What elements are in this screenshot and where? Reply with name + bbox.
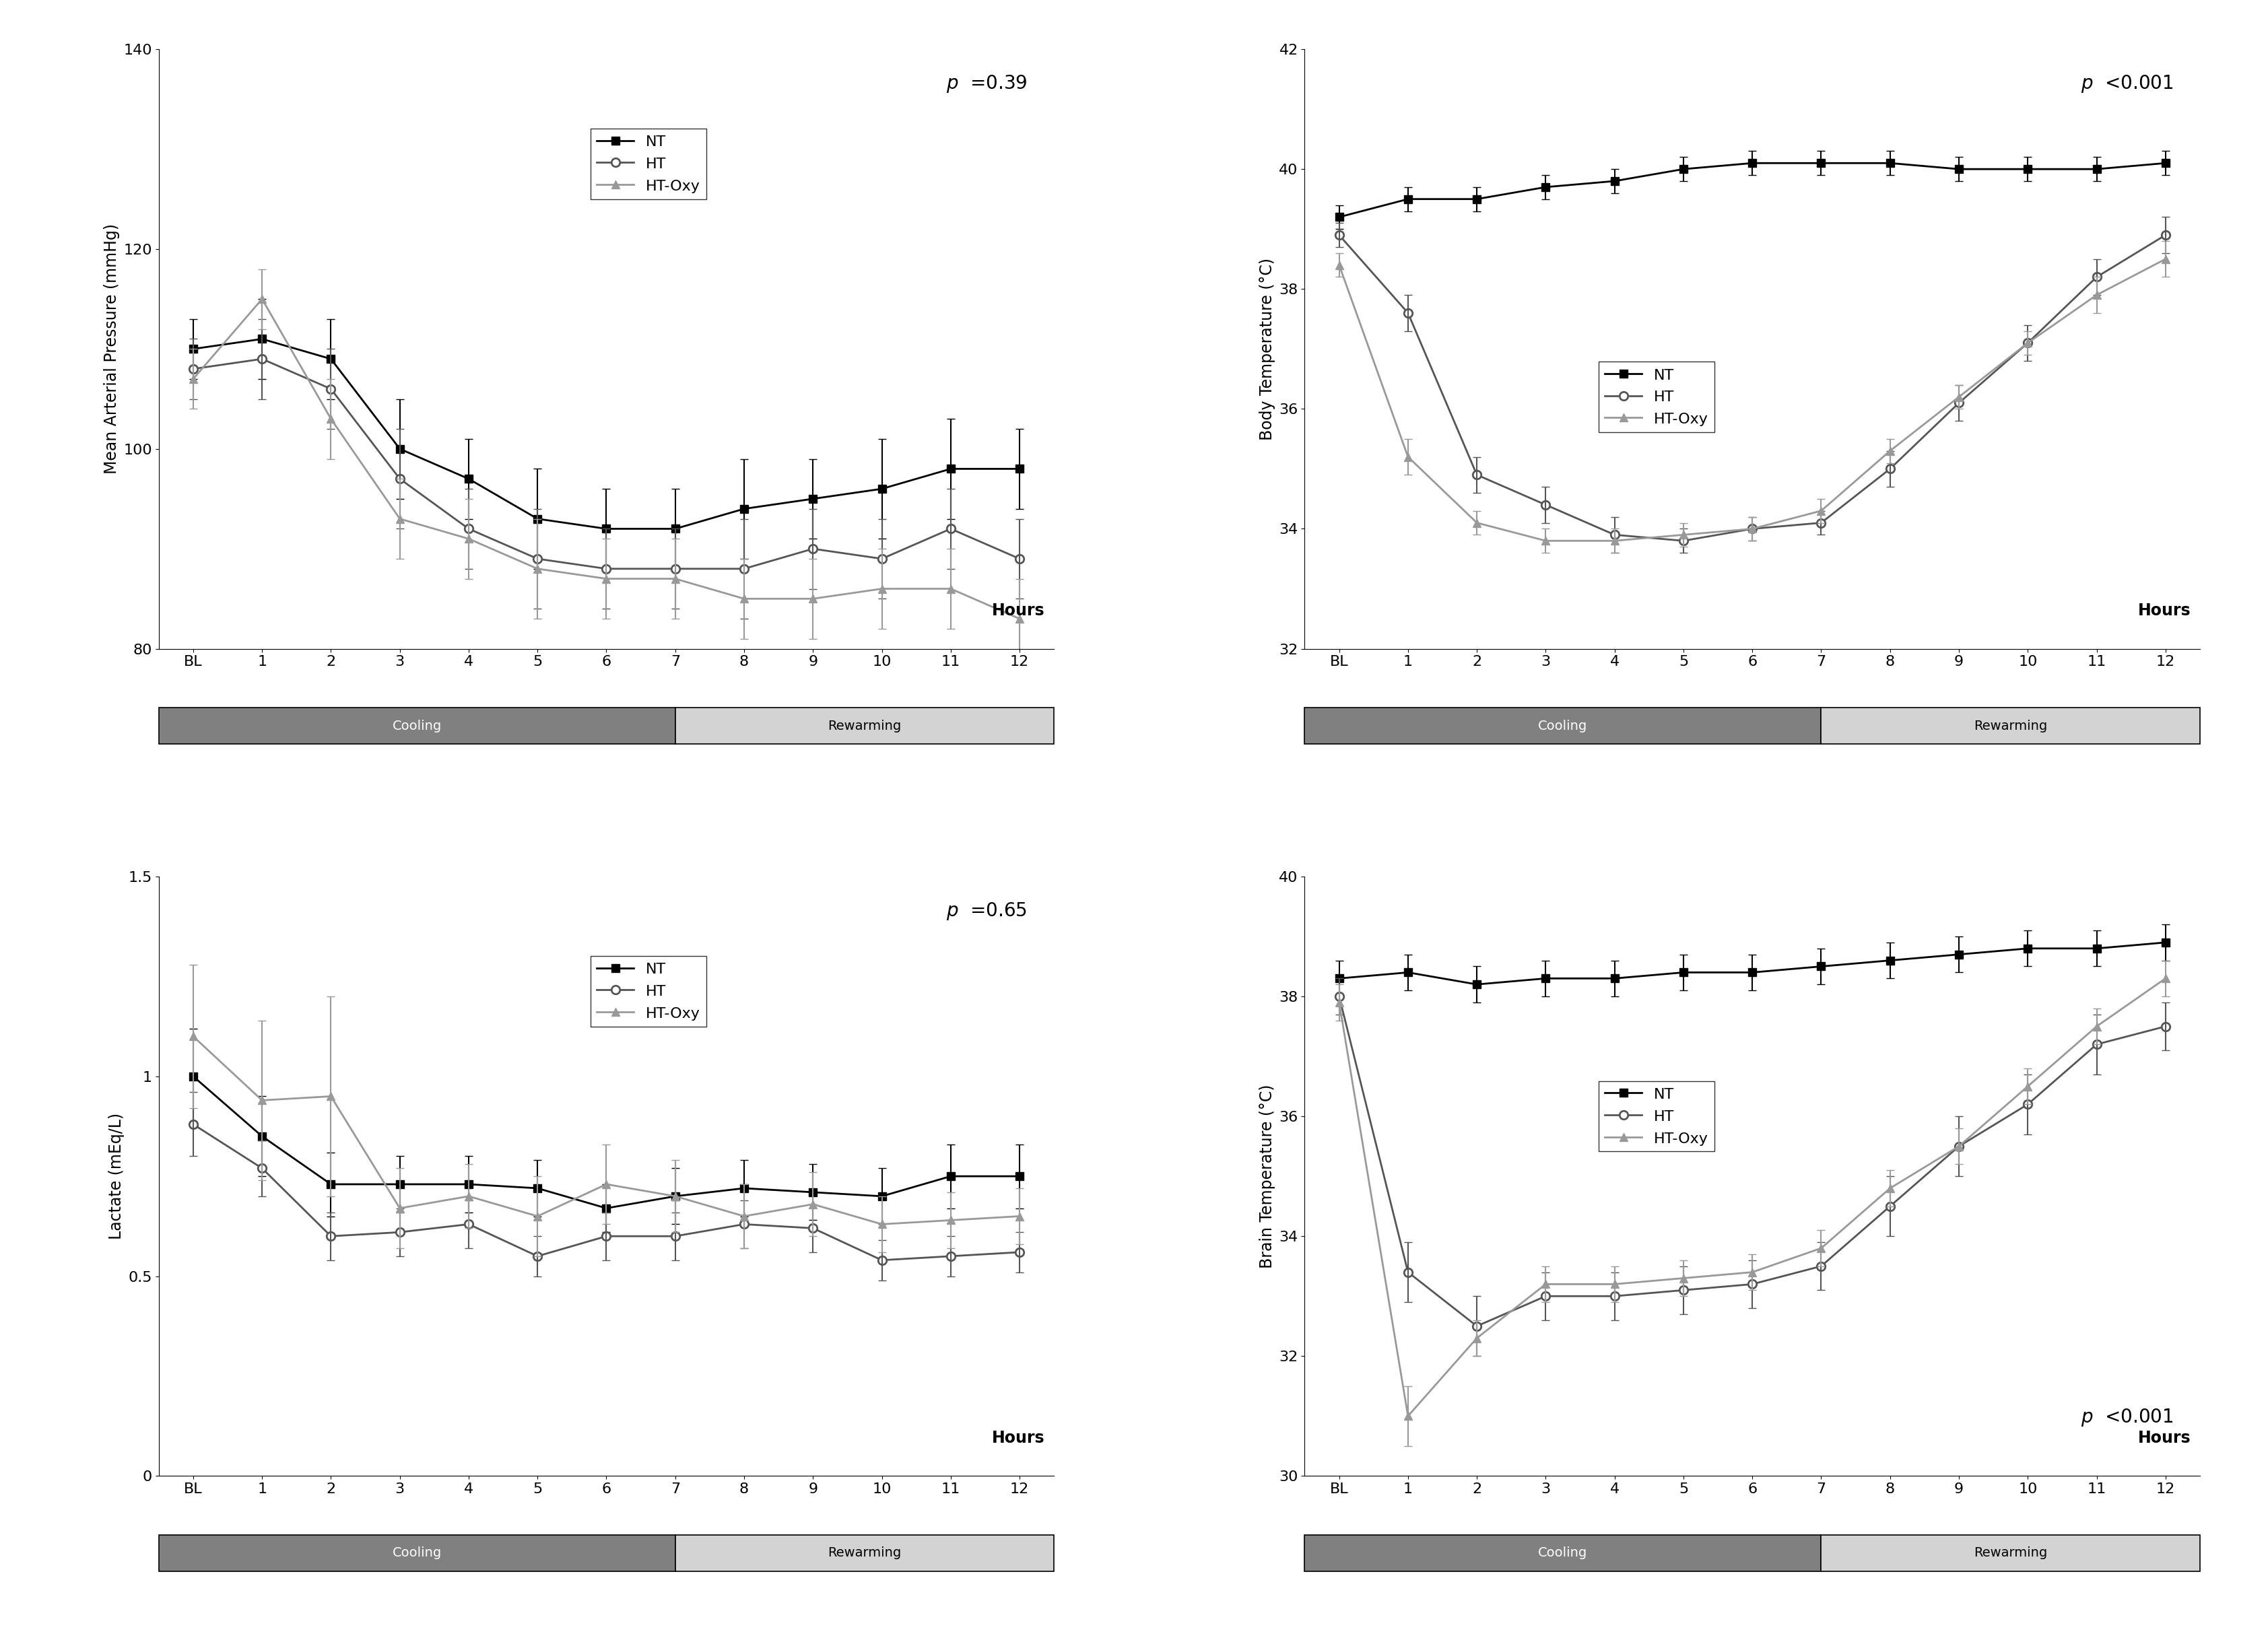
Text: Cooling: Cooling: [1538, 1547, 1588, 1560]
Legend: NT, HT, HT-Oxy: NT, HT, HT-Oxy: [590, 128, 705, 198]
Text: Rewarming: Rewarming: [828, 1547, 900, 1560]
Text: $\it{p}$  =0.39: $\it{p}$ =0.39: [946, 74, 1027, 93]
Legend: NT, HT, HT-Oxy: NT, HT, HT-Oxy: [590, 956, 705, 1027]
Legend: NT, HT, HT-Oxy: NT, HT, HT-Oxy: [1599, 362, 1715, 433]
Text: Cooling: Cooling: [392, 720, 442, 731]
Y-axis label: Brain Temperature (°C): Brain Temperature (°C): [1259, 1084, 1275, 1268]
Text: Cooling: Cooling: [1538, 720, 1588, 731]
Text: Hours: Hours: [991, 1430, 1046, 1446]
Legend: NT, HT, HT-Oxy: NT, HT, HT-Oxy: [1599, 1081, 1715, 1151]
Text: $\it{p}$  <0.001: $\it{p}$ <0.001: [2080, 1407, 2173, 1428]
Text: Hours: Hours: [991, 602, 1046, 618]
Text: Rewarming: Rewarming: [1973, 720, 2048, 731]
Text: Hours: Hours: [2139, 602, 2191, 618]
Text: Rewarming: Rewarming: [828, 720, 900, 731]
Text: $\it{p}$  =0.65: $\it{p}$ =0.65: [946, 900, 1027, 922]
Text: $\it{p}$  <0.001: $\it{p}$ <0.001: [2080, 74, 2173, 93]
Y-axis label: Mean Arterial Pressure (mmHg): Mean Arterial Pressure (mmHg): [104, 223, 120, 474]
Text: Rewarming: Rewarming: [1973, 1547, 2048, 1560]
Y-axis label: Lactate (mEq/L): Lactate (mEq/L): [109, 1114, 125, 1240]
Y-axis label: Body Temperature (°C): Body Temperature (°C): [1259, 257, 1275, 440]
Text: Hours: Hours: [2139, 1430, 2191, 1446]
Text: Cooling: Cooling: [392, 1547, 442, 1560]
